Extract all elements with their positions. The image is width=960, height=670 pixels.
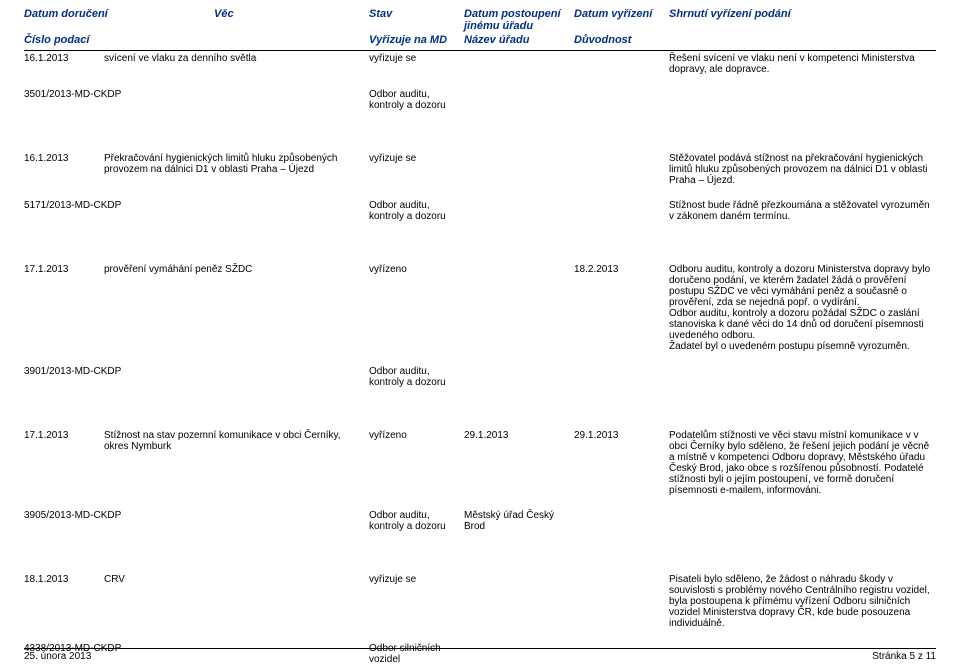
record-block: 16.1.2013Překračování hygienických limit… [24,153,936,222]
record-date: 17.1.2013 [24,430,104,441]
record-date: 16.1.2013 [24,53,104,64]
header-subject: Věc [214,8,369,32]
record-summary: Řešení svícení ve vlaku není v kompetenc… [669,53,936,75]
footer-page: Stránka 5 z 11 [872,651,936,662]
header-resolve-date: Datum vyřízení [574,8,669,32]
record-date: 17.1.2013 [24,264,104,275]
record-dept: Odbor auditu, kontroly a dozoru [369,200,454,222]
record-ref: 3905/2013-MD-CKDP [24,510,144,521]
record-dept: Odbor auditu, kontroly a dozoru [369,366,454,388]
header-ref: Číslo podací [24,34,214,46]
record-summary: Odboru auditu, kontroly a dozoru Ministe… [669,264,936,352]
record-subject: Stížnost na stav pozemní komunikace v ob… [104,430,369,452]
header-row-1: Datum doručení Věc Stav Datum postoupení… [24,8,936,32]
record-date: 16.1.2013 [24,153,104,164]
record-dept: Odbor auditu, kontroly a dozoru [369,89,454,111]
record-ref: 3501/2013-MD-CKDP [24,89,144,100]
header-divider [24,50,936,51]
header-office: Název úřadu [454,34,574,46]
record-block: 17.1.2013Stížnost na stav pozemní komuni… [24,430,936,532]
record-date: 18.1.2013 [24,574,104,585]
record-ref: 3901/2013-MD-CKDP [24,366,144,377]
record-status: vyřízeno [369,430,454,441]
page-footer: 25. února 2013 Stránka 5 z 11 [24,648,936,662]
record-summary: Stěžovatel podává stížnost na překračová… [669,153,936,186]
record-resolve-date: 18.2.2013 [574,264,669,275]
records-container: 16.1.2013svícení ve vlaku za denního svě… [24,53,936,665]
header-summary: Shrnutí vyřízení podání [669,8,936,32]
footer-date: 25. února 2013 [24,651,91,662]
record-summary: Podatelům stížnosti ve věci stavu místní… [669,430,936,496]
record-office: Městský úřad Český Brod [454,510,574,532]
header-dept: Vyřizuje na MD [369,34,454,46]
record-subject: Překračování hygienických limitů hluku z… [104,153,369,175]
record-block: 16.1.2013svícení ve vlaku za denního svě… [24,53,936,111]
record-summary: Pisateli bylo sděleno, že žádost o náhra… [669,574,936,629]
record-forward-date: 29.1.2013 [454,430,574,441]
header-status: Stav [369,8,454,32]
record-status: vyřizuje se [369,53,454,64]
record-status: vyřizuje se [369,574,454,585]
record-subject: CRV [104,574,369,585]
record-status: vyřízeno [369,264,454,275]
record-subject: svícení ve vlaku za denního světla [104,53,369,64]
record-subject: prověření vymáhání peněz SŽDC [104,264,369,275]
header-date: Datum doručení [24,8,214,32]
record-ref: 5171/2013-MD-CKDP [24,200,144,211]
header-reason: Důvodnost [574,34,669,46]
record-status: vyřizuje se [369,153,454,164]
record-dept: Odbor auditu, kontroly a dozoru [369,510,454,532]
record-block: 17.1.2013prověření vymáhání peněz SŽDCvy… [24,264,936,388]
record-resolve-date: 29.1.2013 [574,430,669,441]
record-summary2: Stížnost bude řádně přezkoumána a stěžov… [669,200,936,222]
header-row-2: Číslo podací Vyřizuje na MD Název úřadu … [24,34,936,46]
header-forward-date: Datum postoupení jinému úřadu [454,8,574,32]
